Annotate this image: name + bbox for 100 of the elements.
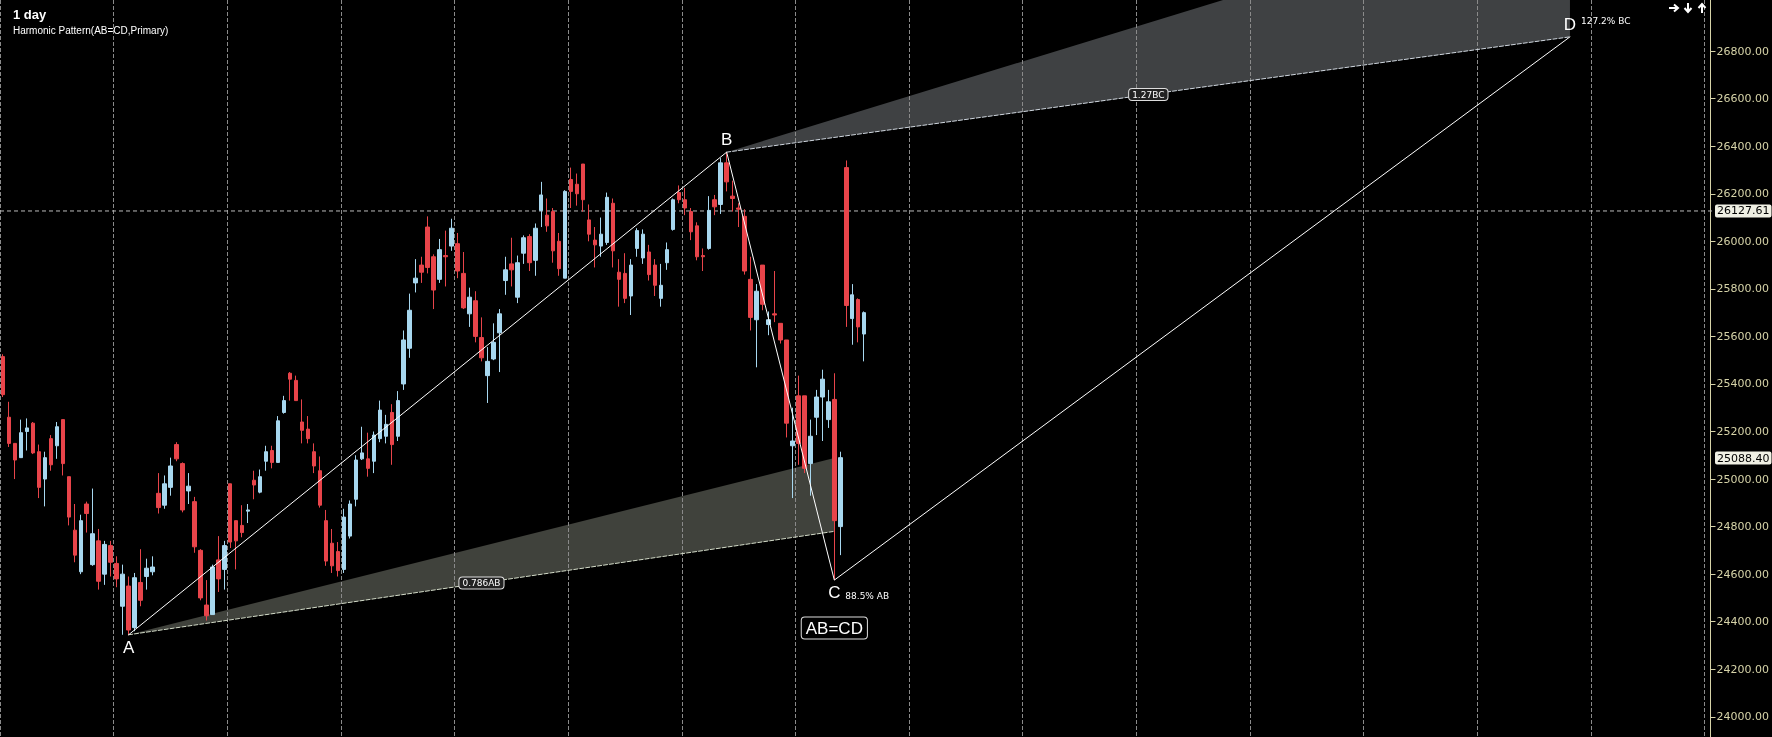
candlestick <box>61 419 65 476</box>
candlestick <box>413 258 418 293</box>
candlestick <box>479 316 484 362</box>
candlestick <box>545 198 549 233</box>
candlestick <box>754 283 759 368</box>
data-label: B <box>721 130 733 150</box>
candlestick <box>294 375 298 402</box>
candlestick <box>79 514 83 575</box>
annotation: 127.2% BC <box>1580 15 1631 26</box>
candlestick <box>497 308 502 373</box>
candlestick <box>234 520 238 570</box>
candlestick <box>73 503 77 563</box>
candlestick <box>90 488 95 567</box>
candlestick <box>563 189 567 279</box>
candlestick <box>695 221 699 261</box>
candlestick <box>862 310 866 362</box>
y-tick-label: 26600.00 <box>1716 92 1770 106</box>
candlestick <box>55 421 59 460</box>
candlestick <box>372 431 376 474</box>
candlestick <box>724 151 729 192</box>
candlestick <box>641 228 645 265</box>
y-tick-label: 24600.00 <box>1716 567 1770 581</box>
candlestick <box>683 187 687 216</box>
candlestick <box>539 181 543 228</box>
candlestick <box>587 203 591 242</box>
candlestick <box>515 255 520 304</box>
candlestick <box>557 232 561 277</box>
candlestick <box>114 555 119 588</box>
candlestick <box>443 230 448 287</box>
candlestick <box>473 290 478 343</box>
y-tick-label: 25600.00 <box>1716 329 1770 343</box>
y-tick-label: 26200.00 <box>1716 187 1770 201</box>
candlestick <box>31 421 35 455</box>
candlestick <box>647 244 651 282</box>
candlestick <box>599 217 603 258</box>
candlestick <box>677 184 681 204</box>
candlestick <box>354 454 358 507</box>
annotation: 88.5% AB <box>845 591 890 602</box>
candlestick <box>186 472 191 505</box>
candlestick <box>300 398 304 444</box>
candlestick <box>19 419 23 459</box>
annotation: AB=CD <box>805 618 863 638</box>
y-tick-label: 25000.00 <box>1716 472 1770 486</box>
candlestick <box>629 258 633 316</box>
candlestick <box>13 442 17 480</box>
candlestick <box>491 322 496 361</box>
y-tick-label: 25400.00 <box>1716 377 1770 391</box>
candlestick <box>449 218 454 252</box>
candlestick <box>850 283 854 346</box>
candlestick <box>384 414 388 444</box>
data-label: D <box>1563 14 1577 34</box>
y-tick-label: 25200.00 <box>1716 425 1770 438</box>
candlestick <box>485 346 490 404</box>
candlestick <box>467 287 472 328</box>
candlestick <box>348 499 352 539</box>
candlestick <box>288 371 292 402</box>
candlestick <box>342 508 346 574</box>
y-tick-label: 26800.00 <box>1716 44 1770 58</box>
candlestick <box>270 445 274 469</box>
candlestick <box>742 208 747 276</box>
candlestick <box>617 258 621 308</box>
candlestick <box>748 256 753 331</box>
candlestick <box>174 441 179 462</box>
candlestick <box>581 163 585 213</box>
candlestick <box>790 407 795 499</box>
candlestick <box>1 353 5 398</box>
candlestick <box>521 234 526 265</box>
candlestick <box>258 469 262 494</box>
candlestick <box>7 401 11 448</box>
text: Harmonic Pattern(AB=CD,Primary) <box>13 24 169 36</box>
series-label: 1.27BC <box>1132 89 1165 100</box>
candlestick <box>318 455 322 509</box>
candlestick <box>336 541 340 578</box>
candlestick <box>252 470 256 500</box>
candlestick <box>84 501 89 534</box>
candlestick <box>360 426 364 461</box>
candlestick <box>210 564 215 616</box>
candlestick <box>138 548 143 607</box>
candlestick <box>222 540 227 591</box>
candlestick <box>228 483 232 549</box>
candlestick <box>533 222 538 277</box>
candlestick <box>264 445 268 472</box>
text: 25088.40 <box>1717 451 1770 465</box>
data-label: A <box>122 637 135 657</box>
candlestick <box>832 372 837 581</box>
candlestick <box>730 180 735 213</box>
candlestick <box>120 564 125 636</box>
candlestick <box>671 198 675 232</box>
data-label: C <box>828 583 841 603</box>
candlestick <box>611 198 615 268</box>
candlestick <box>701 247 705 272</box>
candlestick <box>132 572 137 632</box>
candlestick <box>366 432 370 478</box>
y-tick-label: 24400.00 <box>1716 615 1770 629</box>
candlestick <box>312 442 316 474</box>
candlestick <box>216 535 221 593</box>
candlestick <box>156 472 161 515</box>
candlestick <box>437 238 442 284</box>
candlestick <box>461 251 466 310</box>
candlestick <box>665 242 669 271</box>
